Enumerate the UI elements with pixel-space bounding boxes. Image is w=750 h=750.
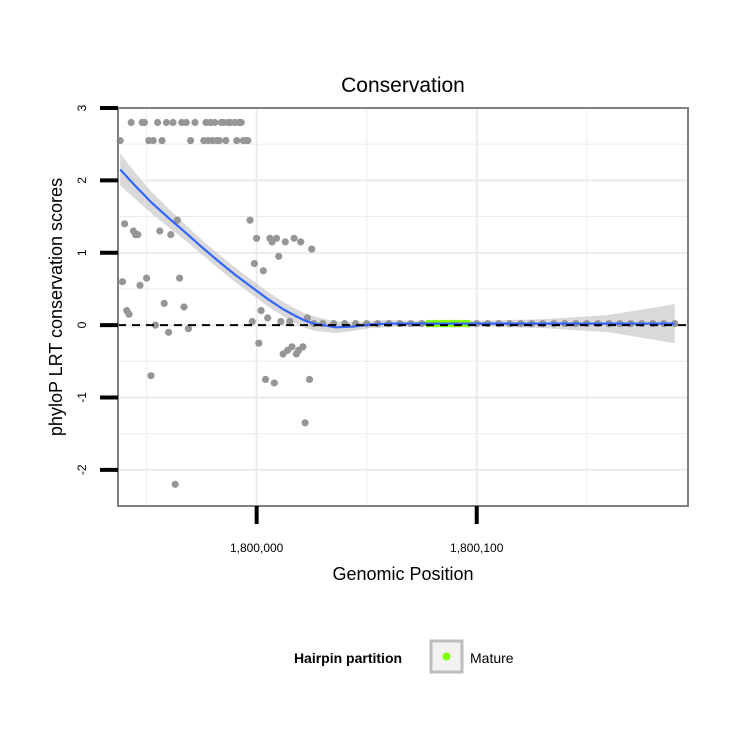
data-point [187,137,195,145]
data-point [264,314,272,322]
data-point [255,339,263,347]
y-tick-label: 1 [75,249,89,256]
data-point [290,234,298,242]
legend: Hairpin partition Mature [294,639,514,674]
data-point [288,343,296,351]
data-point [248,317,256,326]
data-point [270,379,278,387]
data-point [275,252,283,260]
ribbon-band [120,153,675,344]
y-axis: -2 -1 0 1 2 3 [75,104,118,475]
data-point [244,137,252,145]
data-point [277,317,285,326]
data-point [222,137,230,145]
y-tick-label: 0 [75,321,89,328]
data-point [160,299,168,307]
y-tick-label: -2 [75,464,89,475]
legend-swatch-mature [442,652,451,661]
data-point [158,137,166,145]
data-point [147,372,155,380]
data-point [272,234,281,242]
data-point [162,118,170,127]
data-point [149,137,157,145]
data-point [154,118,162,127]
x-tick-label: 1,800,000 [230,541,284,555]
data-point [286,317,294,326]
data-point [127,118,135,127]
y-tick-label: 2 [75,177,89,184]
confidence-ribbon [120,153,675,344]
data-point [305,375,314,383]
data-point [259,267,267,275]
data-point [237,118,245,127]
data-point [167,231,175,239]
data-point [301,419,309,427]
x-axis-title: Genomic Position [332,564,473,584]
data-point [151,321,159,329]
smooth-curve [119,168,675,329]
data-point [118,278,126,286]
data-point [253,234,261,242]
data-point [233,137,241,145]
smooth-line [119,168,675,329]
data-point [140,118,148,127]
data-point [246,216,254,224]
legend-key-mature [429,639,464,674]
data-point [308,245,316,253]
data-point [176,274,184,282]
data-point [261,375,270,383]
data-point [169,118,177,127]
data-point [215,137,223,145]
data-point [136,281,144,289]
data-point [165,328,173,336]
data-point [671,320,679,328]
data-point [211,118,219,127]
data-point [143,274,151,282]
data-point [173,216,181,224]
data-point [250,260,258,268]
legend-title: Hairpin partition [294,650,402,666]
data-point [299,343,307,351]
data-point [156,227,164,235]
x-tick-label: 1,800,100 [450,541,504,555]
data-point [125,310,133,318]
x-axis: 1,800,000 1,800,100 [230,506,504,555]
data-point [281,238,289,246]
chart-title: Conservation [341,74,465,97]
y-tick-label: -1 [75,392,89,403]
data-point [257,307,265,315]
data-point [134,231,142,239]
data-point [191,118,199,127]
data-point [297,238,305,246]
panel-border [117,107,689,507]
data-point [171,480,179,488]
data-point [121,220,129,228]
data-point [184,325,192,333]
panel-background [118,108,688,506]
y-tick-label: 3 [75,104,89,111]
y-axis-title: phyloP LRT conservation scores [46,178,66,436]
legend-label-mature: Mature [470,650,514,666]
data-point [180,303,188,311]
data-point [182,118,190,127]
plot-panel [116,107,689,507]
